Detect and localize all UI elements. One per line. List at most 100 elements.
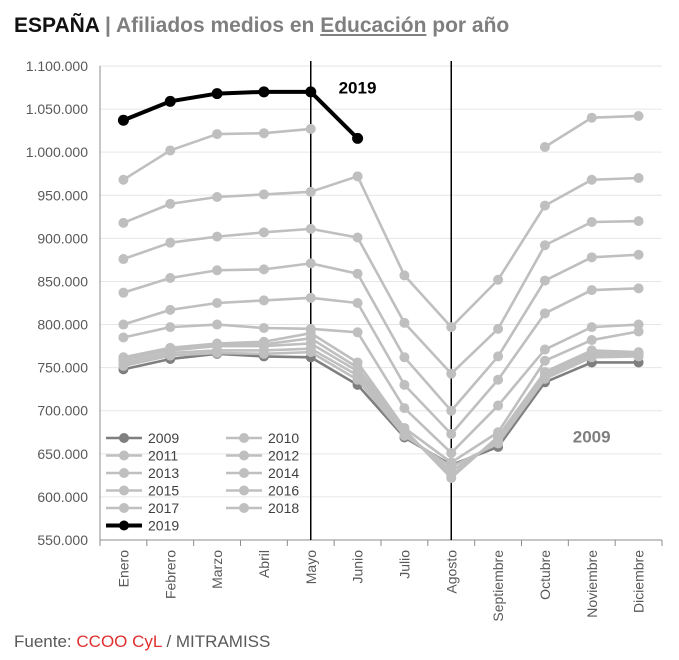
chart-title: ESPAÑA | Afiliados medios en Educación p… [14, 14, 509, 38]
y-tick-label: 700.000 [37, 403, 88, 419]
series-line [123, 337, 639, 480]
data-point [258, 227, 269, 238]
legend-entry: 2015 [106, 483, 179, 499]
legend-label: 2015 [148, 483, 179, 499]
legend-swatch-marker [119, 433, 129, 443]
legend-entry: 2013 [106, 465, 179, 481]
data-point [633, 110, 644, 121]
x-tick-label: Octubre [537, 550, 553, 600]
data-point [118, 287, 129, 298]
legend-label: 2018 [268, 500, 299, 516]
legend-label: 2016 [268, 483, 299, 499]
data-point [399, 352, 410, 363]
legend-swatch-marker [119, 520, 129, 531]
y-tick-label: 600.000 [37, 489, 88, 505]
x-tick-label: Junio [350, 550, 366, 584]
data-point [493, 274, 504, 285]
data-point [164, 95, 176, 107]
legend-label: 2011 [148, 448, 178, 464]
legend-swatch-marker [119, 450, 129, 461]
data-point [586, 252, 597, 263]
data-point [399, 422, 410, 433]
data-point [305, 186, 316, 197]
data-point [305, 86, 317, 98]
data-point [258, 336, 269, 347]
legend-entry: 2019 [106, 518, 179, 534]
legend-entry: 2009 [106, 430, 179, 446]
data-point [493, 323, 504, 334]
data-point [118, 319, 129, 330]
data-point [493, 400, 504, 411]
data-point [305, 223, 316, 234]
legend-label: 2013 [148, 465, 179, 481]
data-point [305, 123, 316, 134]
legend-entry: 2014 [226, 465, 299, 481]
legend-entry: 2010 [226, 430, 299, 446]
data-point [258, 128, 269, 139]
data-point [212, 338, 223, 349]
data-point [539, 275, 550, 286]
data-point [539, 308, 550, 319]
data-point [633, 347, 644, 358]
y-tick-label: 900.000 [37, 230, 88, 246]
source-label: Fuente: [14, 632, 72, 651]
series-line [123, 253, 639, 413]
data-point [258, 86, 270, 98]
x-tick-label: Noviembre [584, 550, 600, 618]
data-point [446, 447, 457, 458]
legend-swatch-marker [239, 433, 249, 443]
data-point [211, 88, 223, 100]
data-point [446, 428, 457, 439]
x-tick-label: Marzo [209, 550, 225, 589]
data-point [633, 326, 644, 337]
title-suffix: por año [432, 14, 510, 37]
data-point [399, 270, 410, 281]
y-tick-label: 850.000 [37, 273, 88, 289]
legend-swatch-marker [119, 485, 129, 496]
data-point [493, 374, 504, 385]
data-point [258, 264, 269, 275]
series-line [122, 89, 359, 140]
data-point [399, 317, 410, 328]
data-point [446, 472, 457, 483]
legend-entry: 2017 [106, 500, 179, 516]
series-line [123, 347, 639, 473]
y-tick-label: 1.100.000 [26, 58, 88, 74]
data-point [165, 342, 176, 353]
data-point [493, 427, 504, 438]
data-point [586, 285, 597, 296]
data-point [539, 355, 550, 366]
series-line [122, 175, 639, 329]
legend-swatch-marker [239, 468, 249, 478]
data-point [352, 268, 363, 279]
legend-swatch-marker [239, 503, 249, 513]
data-point [212, 319, 223, 330]
data-point [446, 457, 457, 468]
series-line [123, 330, 639, 464]
x-tick-label: Agosto [443, 550, 459, 594]
data-point [212, 191, 223, 202]
x-axis: Enero Febrero Marzo Abril Mayo Junio Julio Agos… [99, 539, 663, 622]
data-point [165, 304, 176, 315]
legend-label: 2014 [268, 465, 299, 481]
data-point [118, 332, 129, 343]
data-point [539, 344, 550, 355]
series-lines [117, 86, 644, 483]
legend: 2009 2010 2011 2012 2013 2014 2015 2016 2017 2018… [106, 430, 299, 534]
y-tick-label: 800.000 [37, 317, 88, 333]
data-point [586, 112, 597, 123]
y-tick-label: 1.050.000 [26, 101, 88, 117]
title-country: ESPAÑA [14, 14, 100, 37]
data-point [352, 357, 363, 368]
y-tick-label: 750.000 [37, 360, 88, 376]
x-tick-label: Julio [396, 550, 412, 579]
x-tick-label: Febrero [162, 550, 178, 599]
data-point [633, 319, 644, 330]
source-note: Fuente: CCOO CyL / MITRAMISS [14, 632, 270, 652]
data-point [586, 345, 597, 356]
data-point [165, 198, 176, 209]
data-point [446, 405, 457, 416]
annotation-label: 2009 [573, 428, 611, 447]
data-point [399, 403, 410, 414]
annotation-label: 2019 [339, 79, 377, 98]
